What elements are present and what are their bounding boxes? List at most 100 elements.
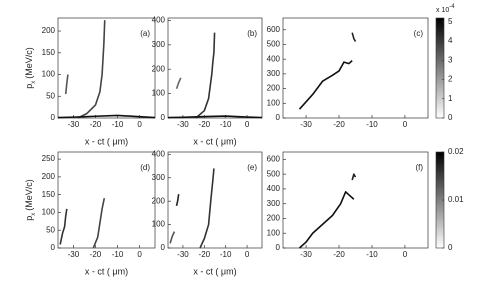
density-ridge xyxy=(351,32,357,42)
y-tick-label: 50 xyxy=(46,91,55,100)
colorbar-tick-label: 2 xyxy=(448,75,453,84)
x-tick-label: -10 xyxy=(112,120,124,129)
colorbar-tick-label: 3 xyxy=(448,55,453,64)
colorbar-scale-label: x 10-4 xyxy=(436,4,455,14)
panel-label: (c) xyxy=(414,29,424,38)
x-tick-label: -20 xyxy=(333,250,345,259)
density-ridge xyxy=(195,32,216,119)
colorbar-tick-label: 1 xyxy=(448,94,453,103)
y-tick-label: 200 xyxy=(152,196,166,205)
density-ridge xyxy=(77,20,106,119)
y-tick-label: 150 xyxy=(42,190,56,199)
density-ridge xyxy=(199,168,215,249)
y-tick-label: 500 xyxy=(267,40,281,49)
plot-frame xyxy=(282,151,429,249)
x-tick-label: -20 xyxy=(333,120,345,129)
x-tick-label: -20 xyxy=(90,250,102,259)
y-tick-label: 300 xyxy=(152,173,166,182)
y-tick-label: 100 xyxy=(42,208,56,217)
panel-label: (f) xyxy=(415,163,423,172)
plot-frame xyxy=(57,17,156,119)
y-label-subscript: x xyxy=(31,213,37,216)
y-tick-label: 0 xyxy=(161,113,166,122)
density-ridge xyxy=(169,231,176,244)
panel-label: (e) xyxy=(247,163,257,172)
y-axis-label: px (MeV/c) xyxy=(24,179,36,221)
y-label-symbol: p xyxy=(24,84,34,89)
y-label-unit: (MeV/c) xyxy=(24,179,34,211)
y-tick-label: 500 xyxy=(267,169,281,178)
y-tick-label: 0 xyxy=(161,243,166,252)
plot-frame xyxy=(57,151,156,249)
y-tick-label: 100 xyxy=(267,98,281,107)
x-tick-label: -30 xyxy=(68,250,80,259)
y-tick-label: 0 xyxy=(276,113,281,122)
density-ridge xyxy=(175,194,180,207)
x-tick-label: 0 xyxy=(137,120,142,129)
density-ridge xyxy=(175,77,182,89)
y-tick-label: 0 xyxy=(51,113,56,122)
x-tick-label: -20 xyxy=(199,120,211,129)
x-tick-label: 0 xyxy=(245,250,250,259)
x-tick-label: -30 xyxy=(68,120,80,129)
y-tick-label: 200 xyxy=(42,26,56,35)
y-tick-label: 200 xyxy=(152,64,166,73)
y-tick-label: 200 xyxy=(267,84,281,93)
x-axis-label: x - ct ( μm) xyxy=(85,266,128,276)
x-tick-label: -20 xyxy=(90,120,102,129)
colorbar-tick-label: 5 xyxy=(448,17,453,26)
y-tick-label: 400 xyxy=(152,149,166,158)
colorbar-tick-label: 0 xyxy=(448,113,453,122)
y-tick-label: 100 xyxy=(267,228,281,237)
x-axis-label: x - ct ( μm) xyxy=(193,266,236,276)
y-tick-label: 100 xyxy=(42,70,56,79)
y-tick-label: 0 xyxy=(51,243,56,252)
density-ridge xyxy=(351,173,357,181)
plot-frame xyxy=(167,17,263,119)
y-tick-label: 50 xyxy=(46,225,55,234)
x-tick-label: 0 xyxy=(403,120,408,129)
x-tick-label: 0 xyxy=(245,120,250,129)
density-ridge xyxy=(298,191,355,249)
density-ridge xyxy=(57,114,156,119)
density-ridge xyxy=(298,60,353,110)
colorbar-tick-label: 0.01 xyxy=(448,195,464,204)
x-tick-label: -10 xyxy=(366,250,378,259)
x-tick-label: 0 xyxy=(403,250,408,259)
x-axis-label: x - ct ( μm) xyxy=(85,136,128,146)
colorbar xyxy=(435,17,445,119)
y-tick-label: 250 xyxy=(42,154,56,163)
x-axis-label: x - ct ( μm) xyxy=(193,136,236,146)
density-ridge xyxy=(92,198,106,249)
y-tick-label: 600 xyxy=(267,25,281,34)
y-tick-label: 150 xyxy=(42,48,56,57)
x-tick-label: -10 xyxy=(220,250,232,259)
panel-label: (d) xyxy=(140,163,150,172)
x-tick-label: 0 xyxy=(137,250,142,259)
colorbar-tick-label: 0 xyxy=(448,243,453,252)
density-ridge xyxy=(167,115,263,119)
plot-frame xyxy=(167,151,263,249)
density-ridge xyxy=(59,208,68,245)
density-ridge xyxy=(64,74,69,95)
colorbar-scale-exponent: -4 xyxy=(449,4,455,10)
y-tick-label: 200 xyxy=(42,172,56,181)
y-tick-label: 400 xyxy=(267,54,281,63)
colorbar-scale-base: x 10 xyxy=(436,7,449,14)
x-tick-label: -30 xyxy=(177,250,189,259)
y-tick-label: 0 xyxy=(276,243,281,252)
y-tick-label: 600 xyxy=(267,154,281,163)
y-tick-label: 300 xyxy=(267,199,281,208)
y-tick-label: 400 xyxy=(152,16,166,25)
y-label-subscript: x xyxy=(31,81,37,84)
colorbar-tick-label: 0.02 xyxy=(448,147,464,156)
x-tick-label: -10 xyxy=(366,120,378,129)
panel-label: (a) xyxy=(140,29,150,38)
y-tick-label: 100 xyxy=(152,89,166,98)
y-label-symbol: p xyxy=(24,216,34,221)
y-tick-label: 300 xyxy=(267,69,281,78)
plot-frame xyxy=(282,17,429,119)
panel-label: (b) xyxy=(247,29,257,38)
